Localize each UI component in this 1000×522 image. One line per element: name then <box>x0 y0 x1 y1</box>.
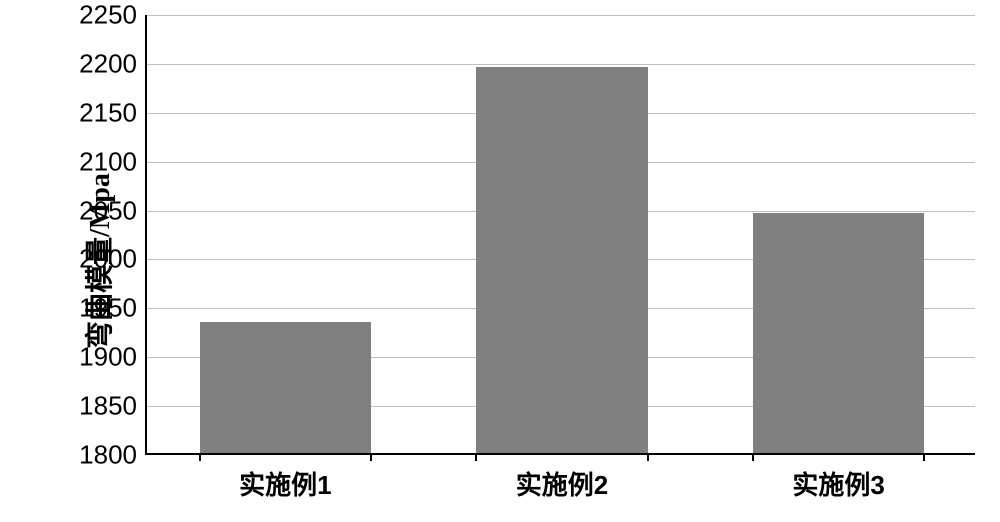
y-tick-label: 2150 <box>79 97 147 128</box>
y-tick-label: 1900 <box>79 342 147 373</box>
bar <box>200 322 372 453</box>
y-tick-label: 2000 <box>79 244 147 275</box>
x-tick <box>752 453 754 461</box>
x-axis-label: 实施例3 <box>792 453 884 502</box>
plot-area: 1800185019001950200020502100215022002250… <box>145 15 975 455</box>
y-tick-label: 2200 <box>79 48 147 79</box>
bars-layer <box>147 15 975 453</box>
y-tick-label: 2050 <box>79 195 147 226</box>
x-tick <box>923 453 925 461</box>
x-axis-label: 实施例2 <box>516 453 608 502</box>
x-tick <box>647 453 649 461</box>
bar-chart: 弯曲模量/Mpa 1800185019001950200020502100215… <box>0 0 1000 522</box>
x-tick <box>370 453 372 461</box>
x-tick <box>199 453 201 461</box>
y-tick-label: 1950 <box>79 293 147 324</box>
y-tick-label: 2250 <box>79 0 147 31</box>
bar <box>476 67 648 453</box>
x-axis-label: 实施例1 <box>239 453 331 502</box>
bar <box>753 213 925 453</box>
y-tick-label: 1800 <box>79 440 147 471</box>
x-tick <box>475 453 477 461</box>
y-tick-label: 1850 <box>79 391 147 422</box>
y-tick-label: 2100 <box>79 146 147 177</box>
